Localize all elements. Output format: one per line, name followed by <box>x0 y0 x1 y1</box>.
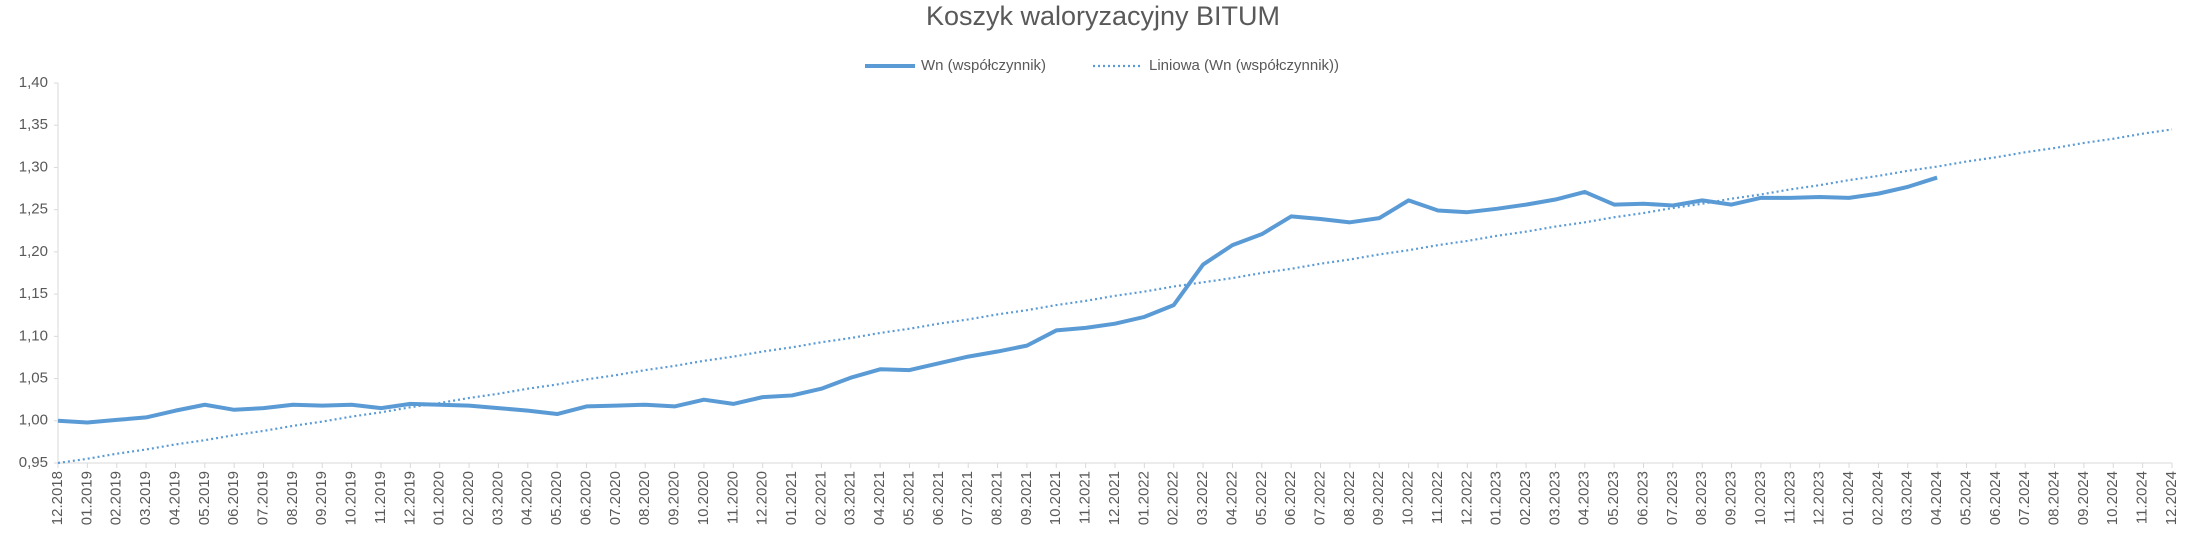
x-tick-label: 06.2020 <box>577 471 594 525</box>
x-tick-label: 10.2020 <box>695 471 712 525</box>
x-tick-label: 03.2022 <box>1194 471 1211 525</box>
x-tick-label: 11.2023 <box>1781 471 1798 524</box>
x-tick-label: 03.2020 <box>489 471 506 525</box>
x-tick-label: 07.2021 <box>959 471 976 525</box>
x-tick-label: 09.2024 <box>2075 471 2092 525</box>
x-tick-label: 12.2024 <box>2163 471 2180 525</box>
x-tick-label: 01.2024 <box>1840 471 1857 525</box>
x-tick-label: 05.2019 <box>196 471 213 525</box>
y-tick-label: 1,40 <box>19 74 48 91</box>
x-tick-label: 06.2024 <box>1987 471 2004 525</box>
x-tick-label: 07.2023 <box>1664 471 1681 525</box>
x-tick-label: 04.2023 <box>1576 471 1593 525</box>
x-tick-label: 10.2021 <box>1047 471 1064 525</box>
y-tick-label: 1,10 <box>19 327 48 344</box>
x-tick-label: 09.2023 <box>1723 471 1740 525</box>
x-tick-label: 10.2023 <box>1752 471 1769 525</box>
x-tick-label: 07.2019 <box>254 471 271 525</box>
line <box>57 175 1938 425</box>
x-tick-label: 04.2019 <box>166 471 183 525</box>
x-tick-label: 12.2022 <box>1458 471 1475 525</box>
x-tick-label: 05.2021 <box>900 471 917 525</box>
x-tick-label: 02.2019 <box>108 471 125 525</box>
x-tick-label: 05.2024 <box>1957 471 1974 525</box>
y-tick-label: 1,20 <box>19 243 48 260</box>
y-tick-label: 0,95 <box>19 454 48 471</box>
x-tick-label: 04.2024 <box>1928 471 1945 525</box>
x-tick-label: 01.2021 <box>783 471 800 525</box>
x-tick-label: 02.2022 <box>1165 471 1182 525</box>
x-tick-label: 07.2022 <box>1311 471 1328 525</box>
x-tick-label: 02.2020 <box>460 471 477 525</box>
x-tick-label: 01.2022 <box>1135 471 1152 525</box>
x-tick-label: 08.2020 <box>636 471 653 525</box>
y-tick-label: 1,35 <box>19 116 48 133</box>
x-tick-label: 04.2021 <box>871 471 888 525</box>
x-tick-label: 11.2021 <box>1077 471 1094 524</box>
x-tick-label: 11.2020 <box>724 471 741 524</box>
x-tick-label: 12.2020 <box>754 471 771 525</box>
x-tick-label: 04.2020 <box>519 471 536 525</box>
legend-label: Wn (współczynnik) <box>921 57 1046 74</box>
x-tick-label: 02.2023 <box>1517 471 1534 525</box>
y-tick-label: 1,30 <box>19 158 48 175</box>
x-tick-label: 05.2022 <box>1253 471 1270 525</box>
y-tick-label: 1,15 <box>19 285 48 302</box>
y-tick-label: 1,25 <box>19 201 48 218</box>
x-tick-label: 09.2021 <box>1018 471 1035 525</box>
x-tick-label: 01.2019 <box>78 471 95 525</box>
x-tick-label: 06.2023 <box>1634 471 1651 525</box>
x-tick-label: 08.2022 <box>1341 471 1358 525</box>
x-tick-label: 03.2019 <box>137 471 154 525</box>
x-tick-label: 06.2021 <box>930 471 947 525</box>
x-tick-label: 03.2023 <box>1546 471 1563 525</box>
x-tick-label: 12.2019 <box>401 471 418 525</box>
x-tick-label: 12.2018 <box>49 471 66 525</box>
trend-line <box>57 128 2173 465</box>
x-tick-label: 05.2023 <box>1605 471 1622 525</box>
x-tick-label: 02.2024 <box>1869 471 1886 525</box>
x-tick-label: 01.2020 <box>431 471 448 525</box>
x-tick-label: 10.2024 <box>2104 471 2121 525</box>
chart-title: Koszyk waloryzacyjny BITUM <box>926 1 1280 31</box>
x-tick-label: 03.2024 <box>1899 471 1916 525</box>
x-tick-label: 07.2024 <box>2016 471 2033 525</box>
y-tick-label: 1,00 <box>19 412 48 429</box>
x-tick-label: 07.2020 <box>607 471 624 525</box>
x-tick-label: 08.2019 <box>284 471 301 525</box>
x-tick-label: 09.2019 <box>313 471 330 525</box>
x-tick-label: 11.2019 <box>372 471 389 524</box>
x-tick-label: 04.2022 <box>1223 471 1240 525</box>
x-tick-label: 02.2021 <box>812 471 829 525</box>
x-tick-label: 05.2020 <box>548 471 565 525</box>
x-tick-label: 12.2023 <box>1811 471 1828 525</box>
legend-label: Liniowa (Wn (współczynnik)) <box>1149 57 1339 74</box>
x-tick-label: 08.2021 <box>989 471 1006 525</box>
x-tick-label: 09.2022 <box>1370 471 1387 525</box>
x-tick-label: 08.2024 <box>2046 471 2063 525</box>
x-tick-label: 06.2022 <box>1282 471 1299 525</box>
x-tick-label: 11.2024 <box>2134 471 2151 524</box>
x-tick-label: 01.2023 <box>1488 471 1505 525</box>
x-tick-label: 09.2020 <box>666 471 683 525</box>
x-tick-label: 10.2019 <box>343 471 360 525</box>
x-tick-label: 10.2022 <box>1400 471 1417 525</box>
x-tick-label: 06.2019 <box>225 471 242 525</box>
x-tick-label: 03.2021 <box>842 471 859 525</box>
x-tick-label: 12.2021 <box>1106 471 1123 525</box>
x-tick-label: 11.2022 <box>1429 471 1446 524</box>
x-tick-label: 08.2023 <box>1693 471 1710 525</box>
y-tick-label: 1,05 <box>19 370 48 387</box>
